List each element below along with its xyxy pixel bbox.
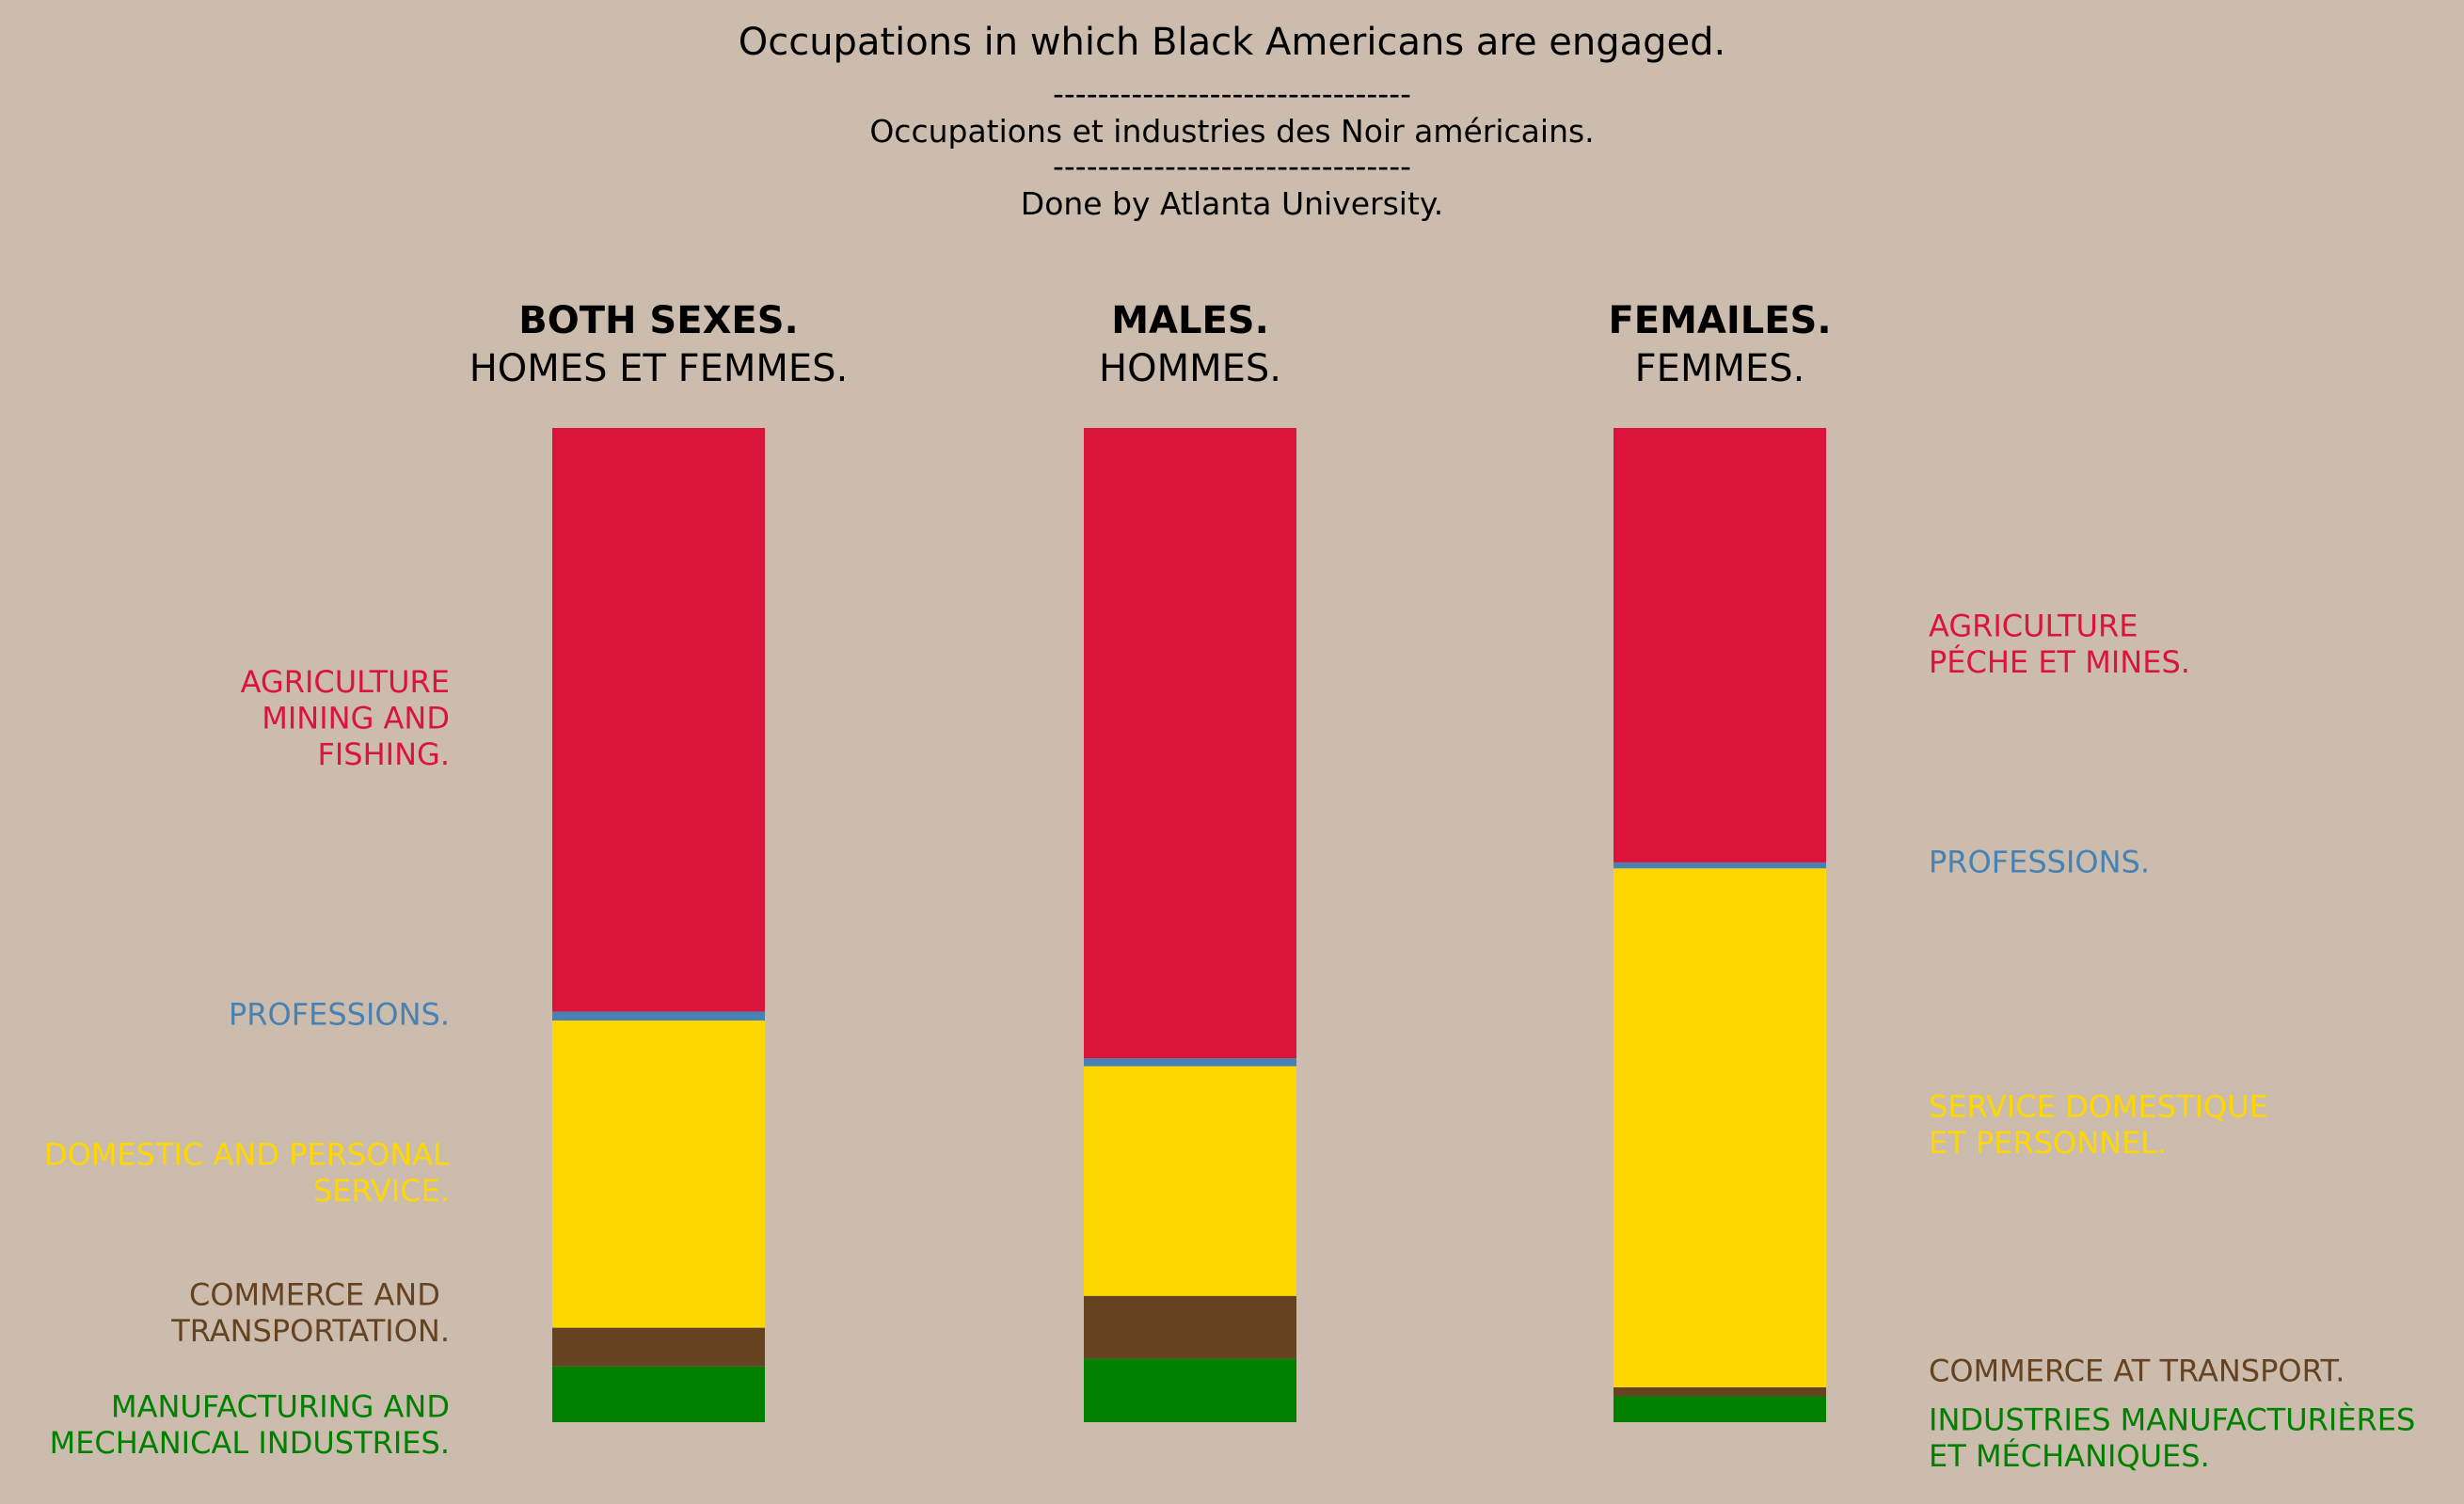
bar-segment-agriculture-males xyxy=(1084,428,1296,1058)
bar-segment-commerce-femailes xyxy=(1614,1387,1826,1397)
legend-label-commerce-fr: COMMERCE AT TRANSPORT. xyxy=(1929,1354,2345,1389)
column-subheading-femailes: FEMMES. xyxy=(1635,347,1805,390)
bar-segment-manufacturing-both-sexes xyxy=(552,1367,765,1422)
legend-label-domestic-fr: SERVICE DOMESTIQUE ET PERSONNEL. xyxy=(1929,1088,2268,1161)
column-heading-both-sexes: BOTH SEXES. xyxy=(518,299,798,342)
legend-label-domestic-en: DOMESTIC AND PERSONAL SERVICE. xyxy=(44,1136,450,1209)
legend-label-professions-en: PROFESSIONS. xyxy=(229,997,450,1033)
legend-label-agriculture-en: AGRICULTURE MINING AND FISHING. xyxy=(241,664,450,772)
column-heading-femailes: FEMAILES. xyxy=(1608,299,1831,342)
bar-segment-domestic-femailes xyxy=(1614,868,1826,1387)
bar-segment-agriculture-both-sexes xyxy=(552,428,765,1011)
legend-label-manufacturing-fr: INDUSTRIES MANUFACTURIÈRES ET MÉCHANIQUES… xyxy=(1929,1401,2415,1474)
legend-label-professions-fr: PROFESSIONS. xyxy=(1929,845,2150,880)
bar-segment-commerce-both-sexes xyxy=(552,1328,765,1367)
bar-segment-domestic-both-sexes xyxy=(552,1021,765,1328)
bar-segment-professions-both-sexes xyxy=(552,1011,765,1021)
bar-segment-commerce-males xyxy=(1084,1296,1296,1359)
bar-segment-professions-femailes xyxy=(1614,863,1826,868)
column-heading-males: MALES. xyxy=(1111,299,1269,342)
bar-segment-domestic-males xyxy=(1084,1067,1296,1296)
bar-segment-agriculture-femailes xyxy=(1614,428,1826,863)
bar-segment-professions-males xyxy=(1084,1058,1296,1066)
bar-segment-manufacturing-femailes xyxy=(1614,1397,1826,1422)
column-subheading-males: HOMMES. xyxy=(1099,347,1281,390)
bar-segment-manufacturing-males xyxy=(1084,1358,1296,1422)
legend-label-manufacturing-en: MANUFACTURING AND MECHANICAL INDUSTRIES. xyxy=(50,1388,450,1461)
legend-label-agriculture-fr: AGRICULTURE PÉCHE ET MINES. xyxy=(1929,608,2190,680)
column-subheading-both-sexes: HOMES ET FEMMES. xyxy=(469,347,849,390)
legend-label-commerce-en: COMMERCE AND TRANSPORTATION. xyxy=(170,1276,450,1349)
